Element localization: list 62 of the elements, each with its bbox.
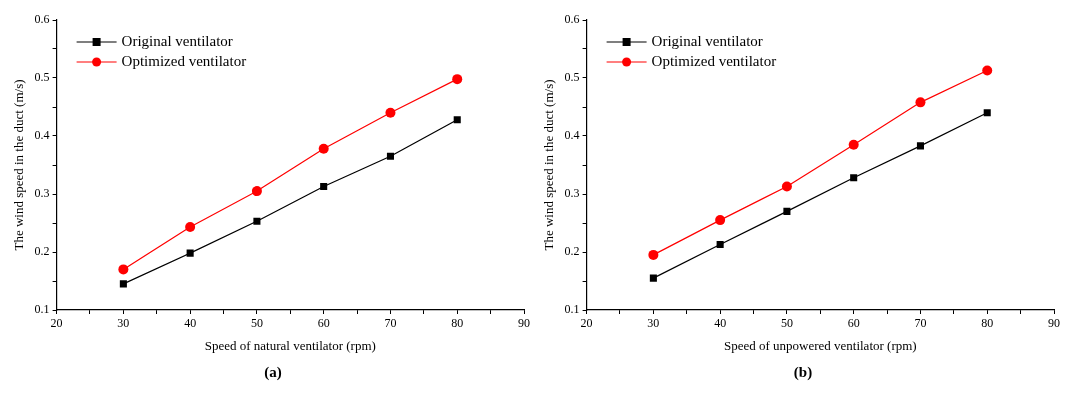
- text: (b): [792, 364, 814, 381]
- x-tick-label: 80: [451, 316, 464, 331]
- x-tick-label: 40: [714, 316, 727, 331]
- y-tick-label: 0.5: [34, 70, 50, 85]
- x-tick-label: 70: [914, 316, 927, 331]
- point: [186, 249, 194, 257]
- y-tick-label: 0.3: [34, 186, 50, 201]
- legend-label: Optimized ventilator: [121, 52, 247, 69]
- y-tick-label: 0.2: [34, 244, 50, 259]
- text: (a): [263, 364, 283, 381]
- point: [386, 152, 394, 160]
- y-tick-label: 0.1: [34, 302, 50, 317]
- x-tick-label: 60: [317, 316, 330, 331]
- point: [118, 264, 129, 275]
- point: [453, 116, 461, 124]
- point: [452, 74, 463, 85]
- point: [385, 107, 396, 118]
- x-tick-label: 80: [981, 316, 994, 331]
- x-axis-title: Speed of natural ventilator (rpm): [204, 337, 376, 353]
- point: [783, 207, 791, 215]
- point: [983, 109, 991, 117]
- x-tick-label: 50: [250, 316, 263, 331]
- x-tick-label: 50: [780, 316, 793, 331]
- y-tick-label: 0.6: [34, 12, 50, 27]
- point: [251, 186, 262, 197]
- x-tick-label: 40: [184, 316, 197, 331]
- y-tick-label: 0.6: [564, 12, 580, 27]
- y-tick-label: 0.3: [564, 186, 580, 201]
- point: [715, 215, 726, 226]
- y-axis-title: The wind speed in the duct (m/s): [541, 79, 557, 251]
- point: [848, 139, 859, 150]
- y-tick-label: 0.4: [564, 128, 580, 143]
- point: [119, 280, 127, 288]
- point: [716, 240, 724, 248]
- point: [982, 65, 993, 76]
- x-tick-label: 90: [518, 316, 530, 331]
- point: [648, 249, 659, 260]
- x-tick-label: 60: [847, 316, 860, 331]
- point: [320, 182, 328, 190]
- point: [915, 97, 926, 108]
- x-tick-label: 70: [384, 316, 397, 331]
- legend-label: Original ventilator: [651, 32, 763, 49]
- y-tick-label: 0.4: [34, 128, 50, 143]
- x-tick-label: 20: [580, 316, 593, 331]
- point: [781, 181, 792, 192]
- y-tick-label: 0.1: [564, 302, 580, 317]
- point: [649, 274, 657, 282]
- point: [318, 143, 329, 154]
- point: [916, 142, 924, 150]
- x-axis-title: Speed of unpowered ventilator (rpm): [723, 337, 917, 353]
- point: [850, 174, 858, 182]
- y-tick-label: 0.5: [564, 70, 580, 85]
- x-tick-label: 20: [50, 316, 63, 331]
- point: [253, 217, 261, 225]
- legend-label: Original ventilator: [121, 32, 233, 49]
- x-tick-label: 30: [117, 316, 130, 331]
- y-tick-label: 0.2: [564, 244, 580, 259]
- x-tick-label: 30: [647, 316, 660, 331]
- legend-label: Optimized ventilator: [651, 52, 777, 69]
- point: [185, 222, 196, 233]
- x-tick-label: 90: [1048, 316, 1060, 331]
- y-axis-title: The wind speed in the duct (m/s): [11, 79, 27, 251]
